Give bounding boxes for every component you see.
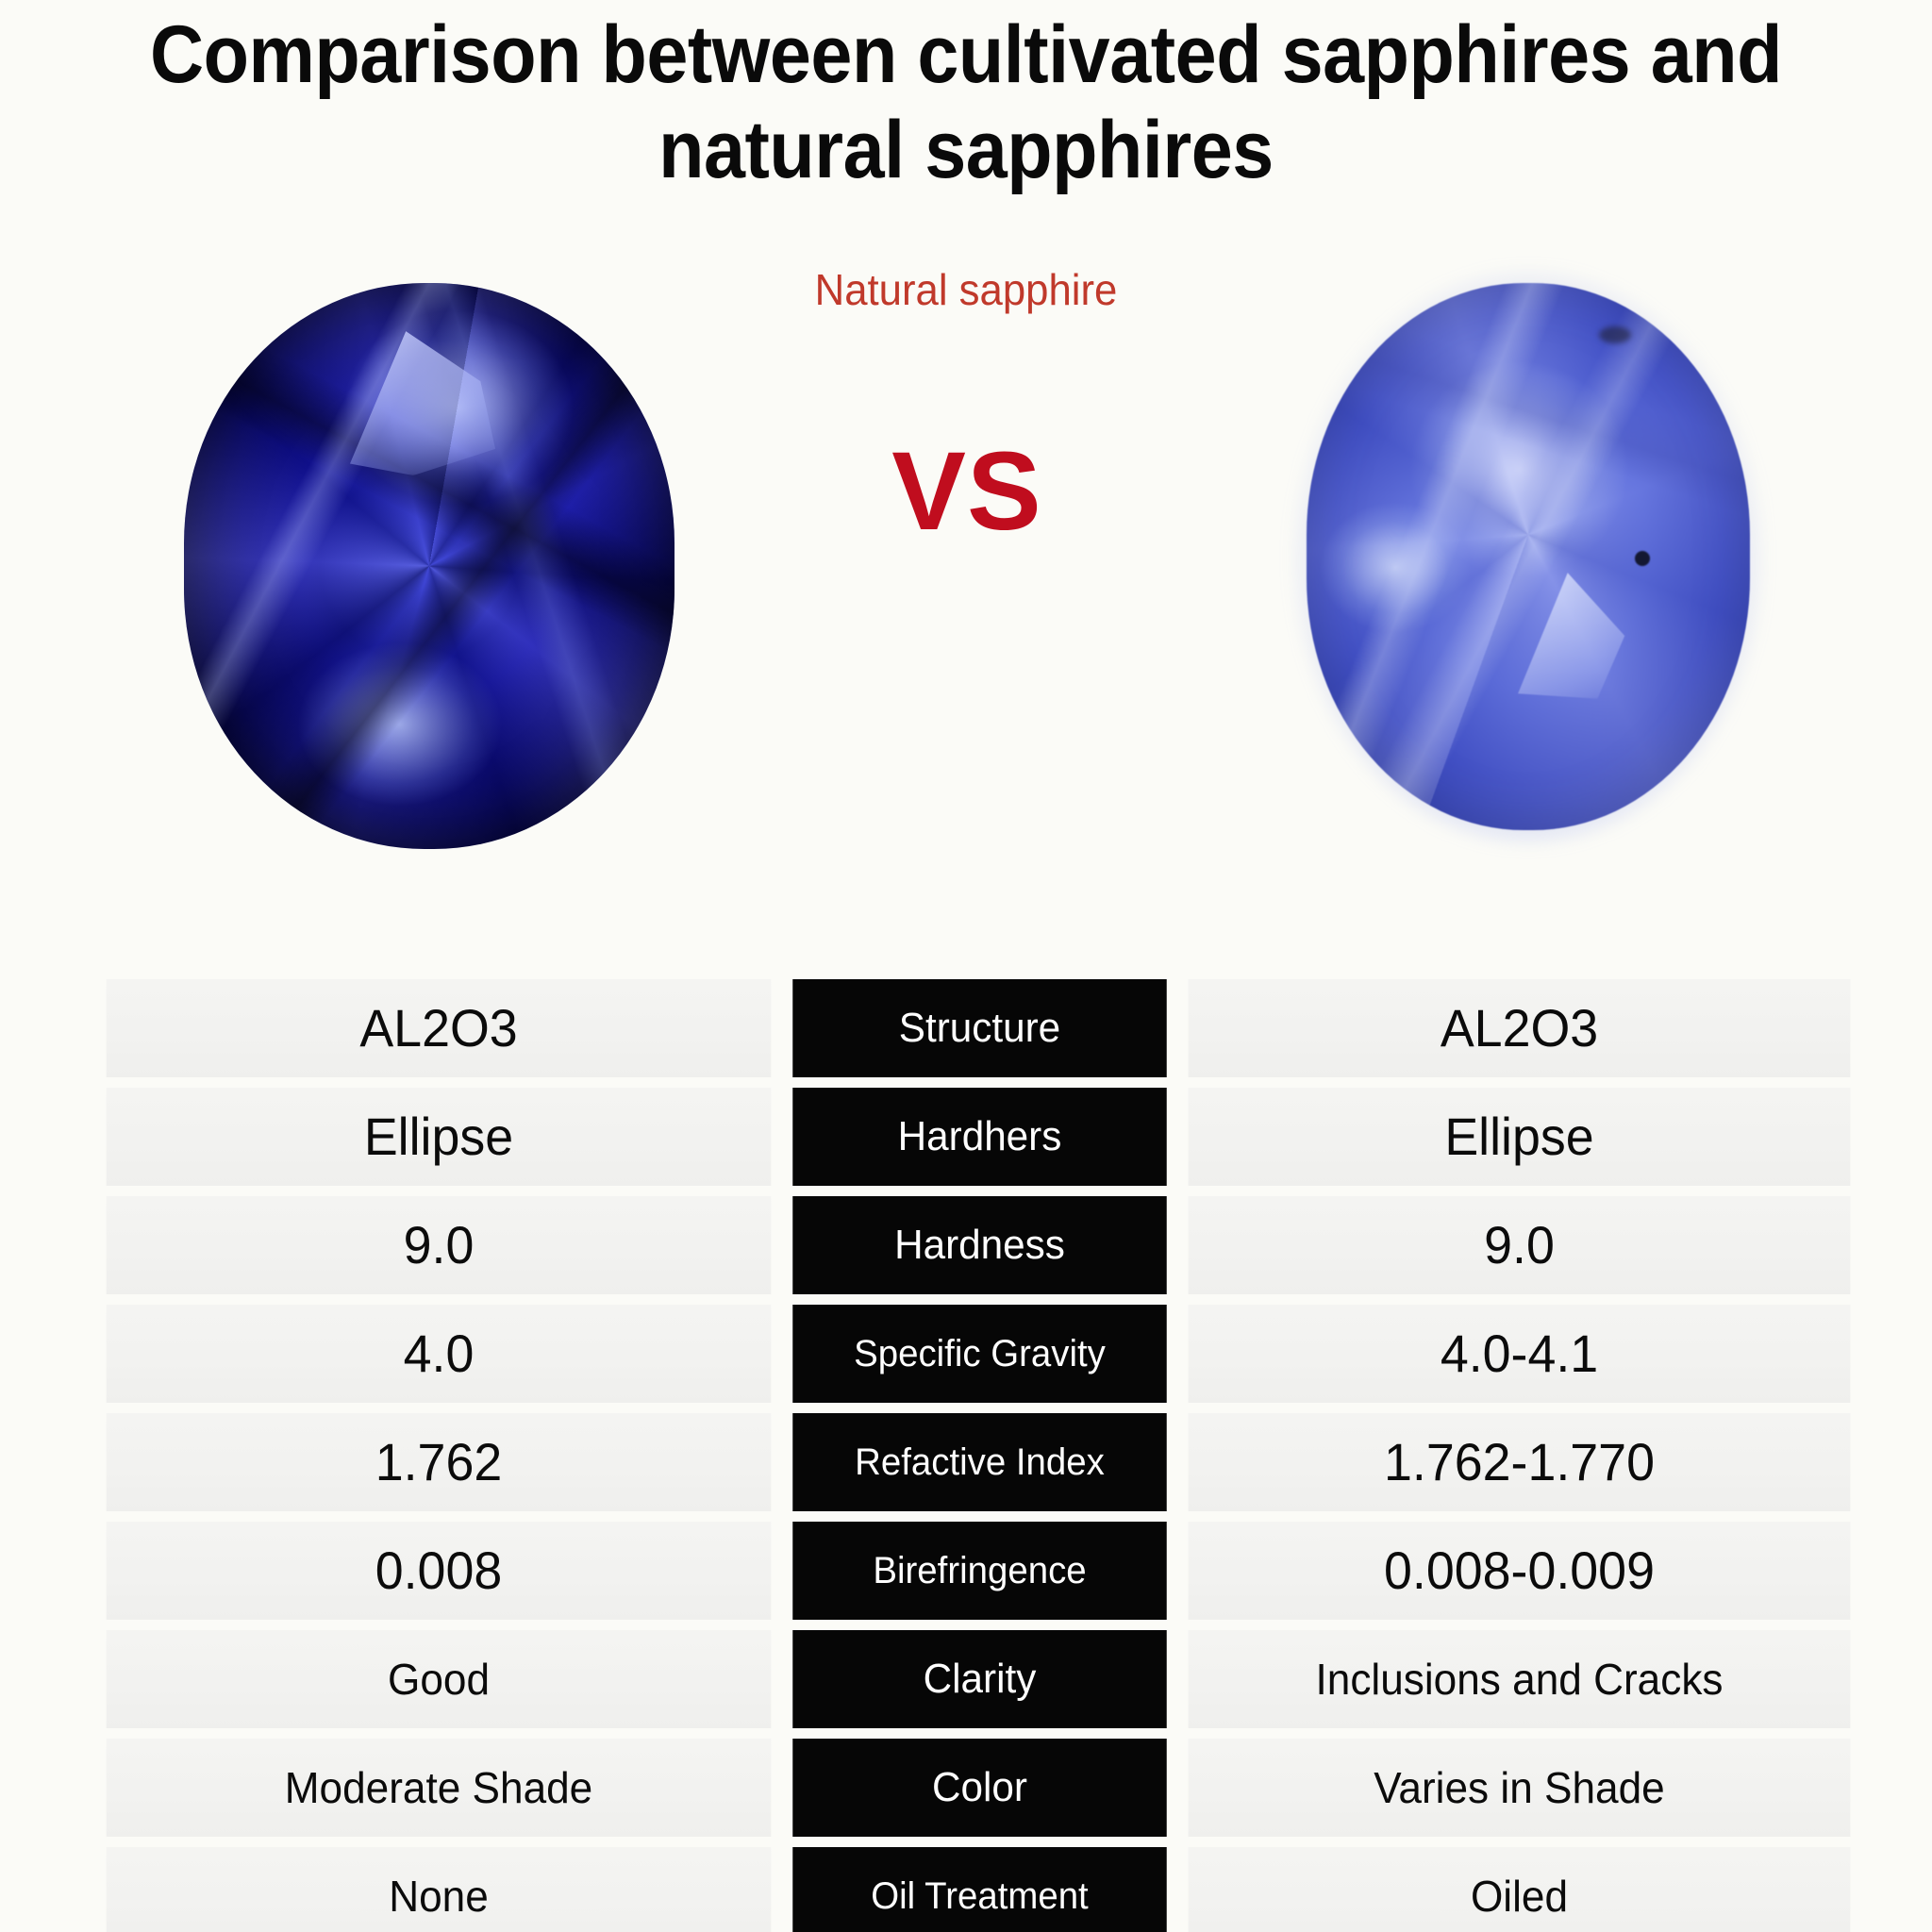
table-row: Good Clarity Inclusions and Cracks bbox=[92, 1630, 1864, 1728]
cell-cultivated-value: 9.0 bbox=[106, 1196, 772, 1294]
cell-property-label: Color bbox=[792, 1739, 1167, 1837]
cell-property-label: Hardhers bbox=[792, 1088, 1167, 1186]
cell-natural-value: 0.008-0.009 bbox=[1188, 1522, 1851, 1620]
table-row: Ellipse Hardhers Ellipse bbox=[92, 1088, 1864, 1186]
cell-cultivated-value: Moderate Shade bbox=[106, 1739, 772, 1837]
cell-natural-value: AL2O3 bbox=[1188, 979, 1851, 1077]
table-row: 4.0 Specific Gravity 4.0-4.1 bbox=[92, 1305, 1864, 1403]
table-row: Moderate Shade Color Varies in Shade bbox=[92, 1739, 1864, 1837]
cell-property-label: Clarity bbox=[792, 1630, 1167, 1728]
table-row: None Oil Treatment Oiled bbox=[92, 1847, 1864, 1932]
gem-blemish-icon bbox=[1599, 326, 1632, 344]
cell-natural-value: Ellipse bbox=[1188, 1088, 1851, 1186]
cell-cultivated-value: 4.0 bbox=[106, 1305, 772, 1403]
cell-property-label: Refactive Index bbox=[792, 1413, 1167, 1511]
cell-cultivated-value: Ellipse bbox=[106, 1088, 772, 1186]
cell-property-label: Birefringence bbox=[792, 1522, 1167, 1620]
vs-separator: VS bbox=[891, 429, 1042, 554]
gem-inclusion-icon bbox=[1634, 551, 1650, 567]
cell-property-label: Specific Gravity bbox=[792, 1305, 1167, 1403]
cell-natural-value: 4.0-4.1 bbox=[1188, 1305, 1851, 1403]
comparison-table: AL2O3 Structure AL2O3 Ellipse Hardhers E… bbox=[92, 979, 1864, 1932]
natural-gem-shape bbox=[1307, 283, 1750, 830]
cell-natural-value: Varies in Shade bbox=[1188, 1739, 1851, 1837]
table-row: 0.008 Birefringence 0.008-0.009 bbox=[92, 1522, 1864, 1620]
table-row: AL2O3 Structure AL2O3 bbox=[92, 979, 1864, 1077]
cell-natural-value: Inclusions and Cracks bbox=[1188, 1630, 1851, 1728]
cell-property-label: Hardness bbox=[792, 1196, 1167, 1294]
cell-property-label: Oil Treatment bbox=[792, 1847, 1167, 1932]
title-line-1: Comparison between cultivated sapphires … bbox=[149, 9, 1783, 100]
cell-cultivated-value: 0.008 bbox=[106, 1522, 772, 1620]
cell-cultivated-value: AL2O3 bbox=[106, 979, 772, 1077]
cell-property-label: Structure bbox=[792, 979, 1167, 1077]
cultivated-sapphire-image bbox=[184, 283, 675, 849]
cell-cultivated-value: 1.762 bbox=[106, 1413, 772, 1511]
cell-natural-value: 1.762-1.770 bbox=[1188, 1413, 1851, 1511]
natural-sapphire-label: Natural sapphire bbox=[814, 265, 1118, 314]
natural-sapphire-image bbox=[1293, 270, 1763, 843]
cell-cultivated-value: None bbox=[106, 1847, 772, 1932]
title-line-2: natural sapphires bbox=[658, 105, 1274, 196]
gem-comparison-area bbox=[0, 270, 1932, 906]
cell-natural-value: 9.0 bbox=[1188, 1196, 1851, 1294]
cell-natural-value: Oiled bbox=[1188, 1847, 1851, 1932]
table-row: 9.0 Hardness 9.0 bbox=[92, 1196, 1864, 1294]
table-row: 1.762 Refactive Index 1.762-1.770 bbox=[92, 1413, 1864, 1511]
cell-cultivated-value: Good bbox=[106, 1630, 772, 1728]
page-title: Comparison between cultivated sapphires … bbox=[0, 8, 1932, 199]
cultivated-gem-shape bbox=[184, 283, 675, 849]
